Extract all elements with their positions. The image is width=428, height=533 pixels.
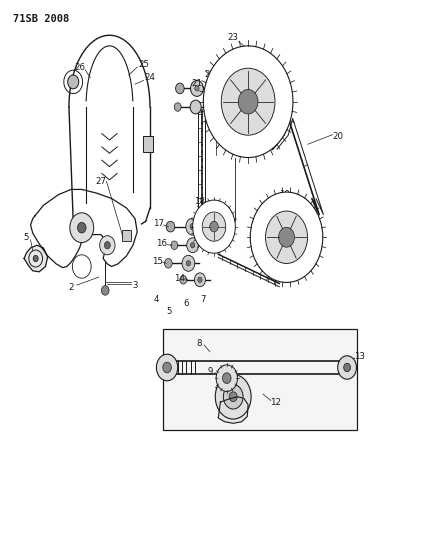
Circle shape	[279, 227, 294, 247]
Text: 9: 9	[207, 367, 212, 376]
Circle shape	[163, 362, 171, 373]
Circle shape	[195, 86, 199, 91]
Bar	[143, 136, 153, 152]
Text: 8: 8	[196, 339, 202, 348]
Text: 15: 15	[152, 257, 163, 265]
Circle shape	[77, 222, 86, 233]
Circle shape	[193, 200, 235, 253]
Text: 17: 17	[153, 220, 164, 229]
Circle shape	[70, 213, 94, 243]
Text: 24: 24	[145, 73, 155, 82]
Polygon shape	[24, 245, 48, 272]
Circle shape	[175, 83, 184, 94]
Text: 22: 22	[204, 70, 215, 78]
Circle shape	[202, 212, 226, 241]
Bar	[163, 329, 357, 430]
Polygon shape	[218, 397, 248, 423]
Text: 14: 14	[211, 113, 222, 122]
Text: 3: 3	[132, 280, 138, 289]
Circle shape	[221, 68, 275, 135]
Text: 19: 19	[279, 190, 290, 199]
Circle shape	[223, 373, 231, 383]
Circle shape	[190, 223, 195, 230]
Circle shape	[156, 354, 178, 381]
Text: 13: 13	[354, 352, 366, 361]
Circle shape	[250, 192, 323, 282]
Circle shape	[33, 255, 38, 262]
Circle shape	[229, 392, 237, 402]
Circle shape	[223, 384, 243, 409]
Text: 18: 18	[193, 197, 205, 206]
Circle shape	[122, 230, 131, 241]
Circle shape	[186, 218, 199, 235]
Circle shape	[198, 277, 202, 282]
Text: 23: 23	[228, 34, 239, 43]
Circle shape	[190, 80, 203, 96]
Circle shape	[187, 238, 199, 253]
Text: 10: 10	[213, 387, 224, 396]
Text: 71SB 2008: 71SB 2008	[14, 14, 70, 24]
Text: 21: 21	[191, 78, 202, 87]
Text: 5: 5	[24, 233, 29, 242]
Text: 27: 27	[95, 177, 107, 186]
Circle shape	[203, 46, 293, 158]
Circle shape	[180, 276, 187, 284]
Bar	[122, 230, 131, 241]
Circle shape	[338, 356, 357, 379]
Circle shape	[166, 221, 175, 232]
Circle shape	[101, 286, 109, 295]
Text: 4: 4	[154, 295, 159, 304]
Circle shape	[344, 364, 351, 372]
Circle shape	[174, 103, 181, 111]
Circle shape	[68, 75, 79, 89]
Circle shape	[194, 273, 205, 287]
Text: 20: 20	[332, 132, 343, 141]
Circle shape	[190, 243, 195, 248]
Text: 16: 16	[157, 239, 167, 248]
Text: 7: 7	[201, 295, 206, 304]
Circle shape	[171, 241, 178, 249]
Circle shape	[104, 241, 110, 249]
Circle shape	[182, 255, 195, 271]
Text: 26: 26	[74, 63, 85, 71]
Circle shape	[215, 374, 251, 419]
Text: 14: 14	[174, 273, 185, 282]
Circle shape	[100, 236, 115, 255]
Text: 5: 5	[166, 307, 172, 316]
Text: 2: 2	[68, 283, 74, 292]
Circle shape	[210, 221, 218, 232]
Text: 6: 6	[184, 299, 189, 308]
Circle shape	[190, 100, 201, 114]
Text: 11: 11	[231, 407, 242, 416]
Circle shape	[265, 211, 308, 263]
Circle shape	[186, 261, 190, 266]
Circle shape	[164, 259, 172, 268]
Circle shape	[238, 90, 258, 114]
Text: 25: 25	[138, 60, 149, 69]
Circle shape	[216, 365, 238, 391]
Text: 12: 12	[270, 398, 281, 407]
